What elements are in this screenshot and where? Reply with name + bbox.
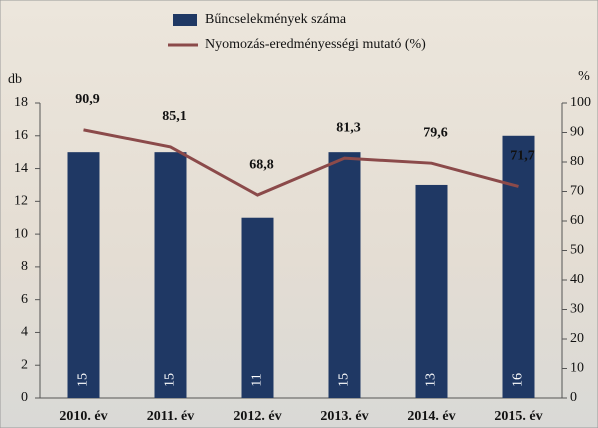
y-tick-label: 2 [21, 357, 28, 372]
bar [503, 136, 535, 398]
bar [329, 152, 361, 398]
x-tick-label: 2014. év [407, 409, 455, 424]
x-tick-label: 2011. év [147, 409, 194, 424]
x-tick-label: 2012. év [233, 409, 281, 424]
line-value-label: 85,1 [162, 109, 187, 124]
y2-tick-label: 0 [570, 390, 577, 405]
bar-value-label: 13 [424, 373, 439, 387]
bar-value-label: 11 [250, 373, 265, 386]
bar-value-label: 15 [76, 373, 91, 387]
y-tick-label: 16 [14, 128, 28, 143]
y-tick-label: 6 [21, 292, 28, 307]
y-tick-label: 14 [14, 161, 28, 176]
y2-tick-label: 30 [570, 302, 584, 317]
bar [68, 152, 100, 398]
line-value-label: 71,7 [510, 149, 535, 164]
x-tick-label: 2015. év [494, 409, 542, 424]
bar [155, 152, 187, 398]
line-value-label: 90,9 [75, 92, 100, 107]
y-tick-label: 8 [21, 259, 28, 274]
y2-tick-label: 10 [570, 361, 584, 376]
legend-label: Bűncselekmények száma [205, 12, 347, 27]
y2-tick-label: 60 [570, 213, 584, 228]
y2-axis-label: % [578, 69, 590, 84]
y-tick-label: 4 [21, 325, 28, 340]
y-tick-label: 10 [14, 226, 28, 241]
legend-label: Nyomozás-eredményességi mutató (%) [205, 37, 426, 52]
bar-value-label: 15 [163, 373, 178, 387]
bar [416, 185, 448, 398]
x-tick-label: 2010. év [59, 409, 107, 424]
y2-tick-label: 90 [570, 125, 584, 140]
page: db % 0 2 4 6 8 10 12 14 16 18 0 10 20 30 40 50 60 70 80 90 1… [0, 0, 598, 428]
y2-tick-label: 20 [570, 331, 584, 346]
y-tick-label: 18 [14, 95, 28, 110]
y2-tick-label: 50 [570, 243, 584, 258]
y2-tick-label: 70 [570, 184, 584, 199]
line-value-label: 81,3 [336, 120, 361, 135]
y2-tick-label: 40 [570, 272, 584, 287]
y-tick-label: 0 [21, 390, 28, 405]
bar-value-label: 15 [337, 373, 352, 387]
line-value-label: 79,6 [423, 125, 448, 140]
line-value-label: 68,8 [249, 157, 274, 172]
chart: db % 0 2 4 6 8 10 12 14 16 18 0 10 20 30 40 50 60 70 80 90 1… [0, 0, 598, 428]
y2-tick-label: 80 [570, 154, 584, 169]
legend-swatch [173, 14, 197, 26]
bar [242, 218, 274, 398]
bar-value-label: 16 [511, 373, 526, 387]
x-tick-label: 2013. év [320, 409, 368, 424]
y-tick-label: 12 [14, 194, 28, 209]
y-axis-label: db [8, 72, 22, 87]
y2-tick-label: 100 [570, 95, 591, 110]
